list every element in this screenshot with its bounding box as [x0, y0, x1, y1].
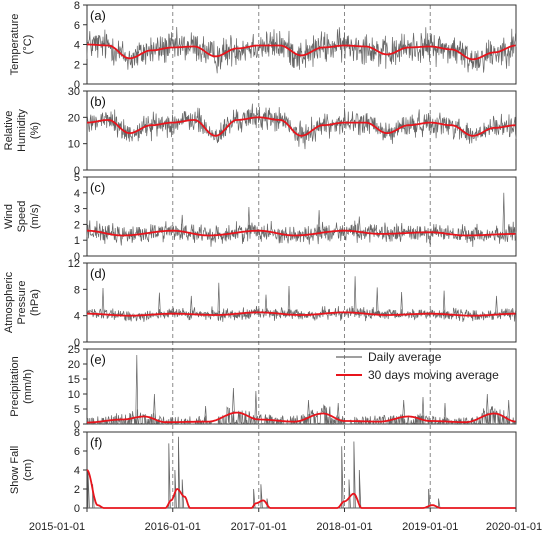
- y-tick-label: 4: [74, 311, 80, 323]
- x-axis: 2015-01-01 2016-01-01 2017-01-01 2018-01-01…: [29, 508, 542, 533]
- series-line-moving-average: [87, 43, 516, 61]
- y-tick-label: 20: [68, 112, 80, 124]
- y-tick-label: 0: [74, 337, 80, 349]
- series-line-daily: [86, 354, 517, 426]
- legend-label: Daily average: [368, 350, 442, 364]
- series-line-daily: [86, 276, 517, 323]
- series-line-daily: [87, 436, 516, 509]
- y-axis-label: (hPa): [29, 289, 41, 316]
- y-tick-label: 0: [74, 251, 80, 263]
- panel-d: 0 4 8 12 Atmospheric Pressure (hPa) (d): [3, 258, 517, 349]
- panel-c: 0 1 2 3 4 5 Wind Speed (m/s) (c): [3, 172, 517, 263]
- y-axis-label: Precipitation: [9, 356, 21, 417]
- legend-label: 30 days moving average: [368, 368, 499, 382]
- panel-a: 0 2 4 6 8 Temperature (°C) (a): [9, 0, 517, 91]
- y-tick-label: 6: [74, 20, 80, 32]
- y-tick-label: 6: [74, 446, 80, 458]
- y-tick-label: 25: [68, 344, 80, 356]
- y-tick-label: 4: [74, 188, 80, 200]
- y-axis-label: Show Fall: [9, 446, 21, 494]
- y-axis-label: (%): [29, 122, 41, 139]
- panel-tag: (b): [90, 94, 106, 109]
- series-line-moving-average: [86, 469, 516, 509]
- y-tick-label: 5: [74, 404, 80, 416]
- y-axis-label: Pressure: [16, 280, 28, 324]
- x-tick-label: 2020-01-01: [486, 521, 542, 533]
- y-axis-label: Relative: [3, 111, 15, 151]
- y-tick-label: 4: [74, 465, 80, 477]
- panel-tag: (c): [90, 180, 105, 195]
- legend: Daily average 30 days moving average: [336, 350, 499, 382]
- series-line-daily: [87, 103, 517, 150]
- y-axis-label: (cm): [22, 459, 34, 481]
- y-tick-label: 8: [74, 427, 80, 439]
- panel-b: 0 10 20 30 Relative Humidity (%) (b): [3, 86, 517, 177]
- y-axis-label: (°C): [22, 35, 34, 55]
- y-axis-label: (m/s): [29, 204, 41, 229]
- series-line-daily: [86, 192, 517, 247]
- series-line-moving-average: [87, 311, 516, 317]
- x-tick-label: 2019-01-01: [402, 521, 458, 533]
- y-tick-label: 12: [68, 258, 80, 270]
- y-axis-label: Temperature: [9, 14, 21, 76]
- series-line-daily: [86, 26, 517, 74]
- y-tick-label: 0: [74, 503, 80, 515]
- panel-tag: (e): [90, 352, 106, 367]
- y-tick-label: 3: [74, 204, 80, 216]
- y-axis-label: Wind: [3, 204, 15, 229]
- panel-tag: (d): [90, 266, 106, 281]
- y-tick-label: 1: [74, 235, 80, 247]
- y-tick-label: 0: [74, 79, 80, 91]
- panel-frame: [86, 431, 517, 509]
- x-tick-label: 2015-01-01: [29, 521, 85, 533]
- y-tick-label: 10: [68, 389, 80, 401]
- x-tick-label: 2017-01-01: [231, 521, 287, 533]
- y-tick-label: 2: [74, 219, 80, 231]
- panel-f: 0 2 4 6 8 Show Fall (cm) (f): [9, 427, 517, 515]
- y-tick-label: 20: [68, 359, 80, 371]
- y-tick-label: 8: [74, 284, 80, 296]
- y-tick-label: 4: [74, 40, 80, 52]
- y-tick-label: 5: [74, 172, 80, 184]
- y-tick-label: 0: [74, 419, 80, 431]
- y-tick-label: 0: [74, 165, 80, 177]
- y-tick-label: 15: [68, 374, 80, 386]
- panel-frame: [86, 348, 517, 425]
- panel-tag: (f): [90, 435, 102, 450]
- panel-frame: [86, 90, 517, 171]
- panel-tag: (a): [90, 8, 106, 23]
- y-tick-label: 2: [74, 484, 80, 496]
- series-line-moving-average: [87, 411, 516, 424]
- y-axis-label: Humidity: [16, 109, 28, 152]
- y-axis-label: (mm/h): [22, 369, 34, 404]
- x-tick-label: 2016-01-01: [145, 521, 201, 533]
- panel-e: 0 5 10 15 20 25 Precipitation (mm/h) (e): [9, 344, 517, 431]
- panel-frame: [86, 176, 517, 257]
- x-tick-label: 2018-01-01: [316, 521, 372, 533]
- series-line-moving-average: [87, 116, 516, 137]
- y-tick-label: 2: [74, 59, 80, 71]
- series-line-moving-average: [87, 229, 516, 237]
- y-axis-label: Speed: [16, 201, 28, 233]
- y-axis-label: Atmospheric: [3, 271, 15, 333]
- panel-frame: [86, 262, 517, 343]
- y-tick-label: 10: [68, 139, 80, 151]
- y-tick-label: 30: [68, 86, 80, 98]
- y-tick-label: 8: [74, 0, 80, 12]
